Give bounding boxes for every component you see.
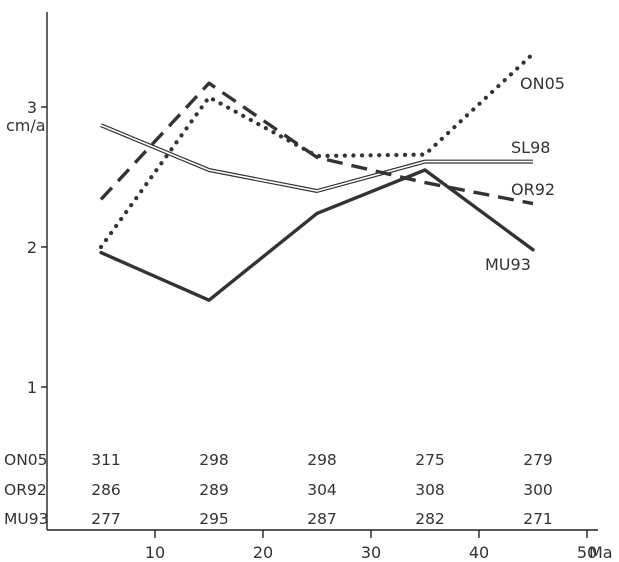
table-cell: 275 <box>415 451 445 469</box>
series-label-on05: ON05 <box>520 74 565 93</box>
x-axis-unit: Ma <box>589 543 613 562</box>
table-cell: 308 <box>415 481 445 499</box>
x-tick-label: 20 <box>253 543 273 562</box>
table-cell: 295 <box>199 510 229 528</box>
y-tick-label: 3 <box>27 98 37 117</box>
labels-group: ON05 SL98 OR92 MU93 <box>485 74 565 274</box>
x-tick-label: 50 <box>577 543 597 562</box>
table-cell: 271 <box>523 510 553 528</box>
table-cell: 286 <box>91 481 121 499</box>
y-axis-label: cm/a <box>6 116 46 135</box>
y-tick-label: 1 <box>27 378 37 397</box>
table-group: ON05 311 298 298 275 279 OR92 286 289 304 308 300 MU… <box>4 451 553 528</box>
series-label-or92: OR92 <box>511 180 555 199</box>
table-cell: 282 <box>415 510 445 528</box>
series-label-sl98: SL98 <box>511 138 550 157</box>
table-row-label: ON05 <box>4 451 48 469</box>
table-cell: 287 <box>307 510 337 528</box>
table-cell: 289 <box>199 481 229 499</box>
series-group <box>98 51 536 302</box>
series-or92-line <box>99 81 534 206</box>
y-tick-label: 2 <box>27 238 37 257</box>
series-mu93-line <box>99 168 535 302</box>
series-label-mu93: MU93 <box>485 255 531 274</box>
table-cell: 298 <box>199 451 229 469</box>
table-cell: 298 <box>307 451 337 469</box>
table-row-label: MU93 <box>4 510 48 528</box>
table-cell: 277 <box>91 510 121 528</box>
series-sl98-line-inner <box>100 124 533 192</box>
x-tick-label: 30 <box>361 543 381 562</box>
x-tick-label: 40 <box>469 543 489 562</box>
series-on05-line <box>98 51 536 250</box>
table-row-label: OR92 <box>4 481 47 499</box>
table-cell: 311 <box>91 451 121 469</box>
table-cell: 304 <box>307 481 337 499</box>
x-tick-label: 10 <box>145 543 165 562</box>
table-cell: 300 <box>523 481 553 499</box>
table-cell: 279 <box>523 451 553 469</box>
